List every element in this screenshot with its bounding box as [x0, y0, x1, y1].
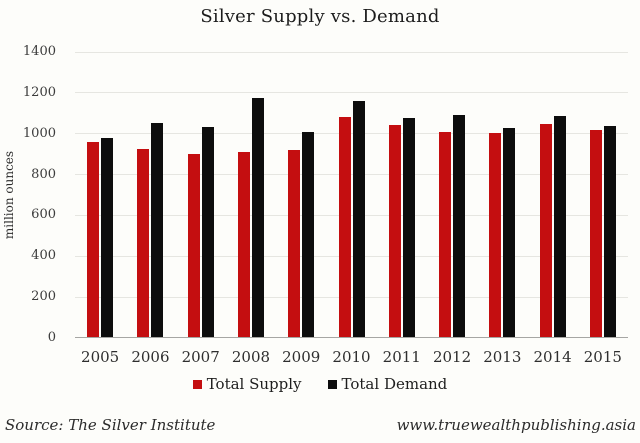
x-tick-label-2012: 2012	[432, 348, 472, 366]
legend-label-demand: Total Demand	[341, 375, 448, 393]
bar-total-demand-2011	[402, 118, 415, 337]
bar-total-demand-2015	[603, 125, 616, 337]
bar-total-demand-2006	[151, 122, 164, 337]
x-tick-label-2014: 2014	[533, 348, 572, 366]
legend: Total Supply Total Demand	[0, 375, 640, 393]
x-tick-label-2007: 2007	[181, 348, 220, 366]
chart-title: Silver Supply vs. Demand	[200, 6, 440, 27]
gridline-1000	[75, 133, 628, 135]
y-tick-label-800: 800	[31, 166, 56, 182]
bar-total-supply-2005	[87, 141, 100, 337]
gridline-800	[75, 174, 628, 176]
legend-item-demand: Total Demand	[327, 375, 448, 393]
bar-total-supply-2009	[288, 150, 301, 337]
gridline-200	[75, 296, 628, 298]
plot-area: 0 200 400 600 800 1000 1200 1400	[23, 45, 628, 345]
x-tick-label-2010: 2010	[332, 348, 371, 366]
bar-total-demand-2007	[201, 126, 214, 337]
bar-total-demand-2014	[553, 116, 566, 337]
gridline-400	[75, 255, 628, 257]
bar-total-supply-2008	[237, 152, 250, 337]
bar-total-supply-2014	[539, 123, 552, 337]
x-tick-label-2011: 2011	[382, 348, 421, 366]
y-tick-label-600: 600	[31, 207, 56, 223]
bar-total-demand-2010	[352, 101, 365, 337]
y-tick-label-1000: 1000	[22, 125, 56, 141]
y-axis-title: million ounces	[2, 150, 16, 240]
y-tick-label-1400: 1400	[22, 44, 56, 59]
bar-total-supply-2011	[388, 124, 401, 337]
bar-total-demand-2012	[453, 115, 466, 337]
x-tick-label-2005: 2005	[81, 348, 120, 366]
y-tick-label-0: 0	[47, 330, 56, 345]
y-tick-label-1200: 1200	[22, 84, 56, 100]
supply-swatch-icon	[192, 379, 202, 389]
source-credit: Source: The Silver Institute	[5, 416, 216, 434]
bar-total-demand-2005	[101, 137, 114, 337]
gridline-600	[75, 214, 628, 216]
x-tick-label-2008: 2008	[231, 348, 271, 366]
footer: Source: The Silver Institute www.truewea…	[5, 416, 636, 434]
demand-swatch-icon	[327, 379, 337, 389]
bar-total-supply-2013	[489, 132, 502, 337]
y-tick-label-400: 400	[31, 248, 56, 264]
legend-label-supply: Total Supply	[206, 375, 302, 393]
x-tick-label-2006: 2006	[131, 348, 170, 366]
bar-total-demand-2013	[503, 127, 516, 337]
gridline-1200	[75, 92, 628, 94]
bar-total-supply-2006	[137, 149, 150, 337]
bar-total-supply-2007	[187, 154, 200, 337]
bar-total-supply-2010	[338, 117, 351, 337]
x-tick-label-2009: 2009	[282, 348, 321, 366]
bar-total-demand-2008	[251, 98, 264, 337]
bar-total-supply-2015	[589, 129, 602, 337]
bar-total-supply-2012	[439, 131, 452, 337]
gridline-1400	[75, 51, 628, 53]
y-tick-label-200: 200	[31, 289, 56, 305]
legend-item-supply: Total Supply	[192, 375, 302, 393]
website-credit: www.truewealthpublishing.asia	[396, 416, 636, 434]
bar-total-demand-2009	[302, 131, 315, 337]
x-tick-label-2013: 2013	[483, 348, 522, 366]
x-tick-label-2015: 2015	[583, 348, 622, 366]
